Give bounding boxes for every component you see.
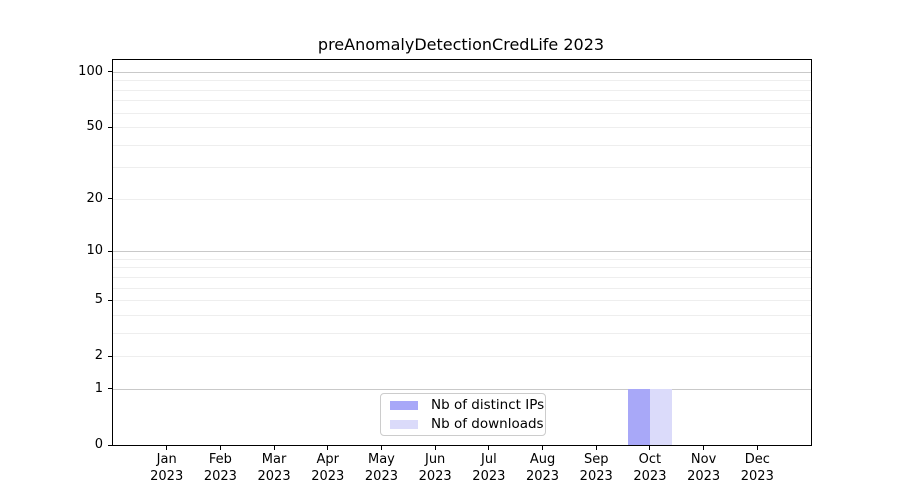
y-gridline-minor [113,89,811,91]
legend-swatch-distinct-ips [390,400,418,410]
x-tick-label: Jan 2023 [137,451,197,485]
y-tick-label: 0 [94,437,103,452]
x-tick-label-line: 2023 [525,469,560,484]
x-tick-label-line: 2023 [687,469,721,484]
x-tick-label: May 2023 [351,451,411,485]
x-tick-label: Jul 2023 [459,451,519,485]
x-tick-label: Feb 2023 [190,451,250,485]
x-tick-mark [703,445,705,450]
x-tick-label: Nov 2023 [674,451,734,485]
y-tick-mark [108,444,113,446]
x-tick-label: Apr 2023 [298,451,358,485]
plot-area: Nb of distinct IPs Nb of downloads 0 1 2 5 1… [78,59,812,484]
y-gridline-major [113,388,811,390]
chart-title: preAnomalyDetectionCredLife 2023 [317,35,605,54]
y-tick-mark [108,299,113,301]
legend-label-distinct-ips: Nb of distinct IPs [431,396,545,413]
x-tick-label-line: 2023 [311,469,345,484]
x-tick-label-line: Dec [744,452,770,467]
y-tick-mark [108,250,113,252]
y-tick-mark [108,126,113,128]
y-tick-label: 5 [94,292,103,308]
x-tick-label-line: 2023 [740,469,774,484]
y-gridline-minor [113,276,811,278]
y-tick-mark [108,198,113,200]
y-gridline-minor [113,314,811,316]
y-gridline-minor [113,167,811,169]
x-tick-mark [273,445,275,450]
y-gridline-minor [113,258,811,260]
x-tick-mark [756,445,758,450]
x-tick-label-line: Jul [481,452,497,467]
x-tick-label: Jun 2023 [405,451,465,485]
x-tick-label-line: 2023 [579,469,613,484]
x-tick-mark [380,445,382,450]
x-tick-mark [542,445,544,450]
x-tick-label-line: 2023 [257,469,291,484]
x-tick-mark [219,445,221,450]
y-gridline-minor [113,300,811,302]
x-tick-label-line: Jan [156,452,177,467]
legend-item-distinct-ips: Nb of distinct IPs [381,397,545,414]
y-gridline-minor [113,144,811,146]
x-tick-label-line: 2023 [203,469,237,484]
x-tick-label-line: 2023 [364,469,398,484]
y-gridline-minor [113,267,811,269]
x-tick-label: Mar 2023 [244,451,304,485]
bar-downloads [649,388,672,445]
y-gridline-major [113,71,811,73]
y-tick-mark [108,388,113,390]
x-tick-label: Oct 2023 [620,451,680,485]
x-tick-label-line: 2023 [418,469,452,484]
x-tick-label-line: May [368,452,395,467]
x-tick-label-line: Apr [316,452,340,467]
x-tick-label: Dec 2023 [727,451,787,485]
y-tick-label: 10 [86,243,103,259]
x-tick-label: Sep 2023 [566,451,626,485]
y-gridline-minor [113,287,811,289]
x-tick-label-line: 2023 [633,469,667,484]
y-gridline-major [113,251,811,253]
x-tick-label-line: Nov [690,452,717,467]
y-tick-label: 100 [78,63,103,79]
y-tick-mark [108,355,113,357]
x-tick-label-line: Aug [529,452,556,467]
y-gridline-minor [113,112,811,114]
y-gridline-minor [113,80,811,82]
y-gridline-minor [113,332,811,334]
y-gridline-minor [113,198,811,200]
y-gridline-minor [113,356,811,358]
legend-swatch-downloads [390,419,418,429]
y-tick-mark [108,71,113,73]
x-tick-label-line: Oct [638,452,662,467]
y-tick-label: 1 [94,380,103,396]
x-tick-mark [327,445,329,450]
x-tick-mark [649,445,651,450]
y-tick-label: 20 [86,190,103,206]
x-tick-mark [166,445,168,450]
bar-distinct-ips [627,388,650,445]
x-tick-label-line: 2023 [150,469,184,484]
legend: Nb of distinct IPs Nb of downloads [380,393,546,436]
x-tick-mark [488,445,490,450]
x-tick-mark [434,445,436,450]
y-tick-label: 2 [94,348,103,364]
x-tick-label-line: Jun [424,452,446,467]
y-tick-label: 50 [86,119,103,135]
legend-item-downloads: Nb of downloads [381,416,545,433]
x-tick-label-line: Mar [261,452,287,467]
x-tick-label: Aug 2023 [513,451,573,485]
x-tick-mark [595,445,597,450]
x-tick-label-line: 2023 [472,469,506,484]
x-tick-label-line: Feb [208,452,232,467]
y-gridline-minor [113,127,811,129]
x-tick-label-line: Sep [583,452,609,467]
y-gridline-minor [113,100,811,102]
legend-label-downloads: Nb of downloads [431,415,544,432]
